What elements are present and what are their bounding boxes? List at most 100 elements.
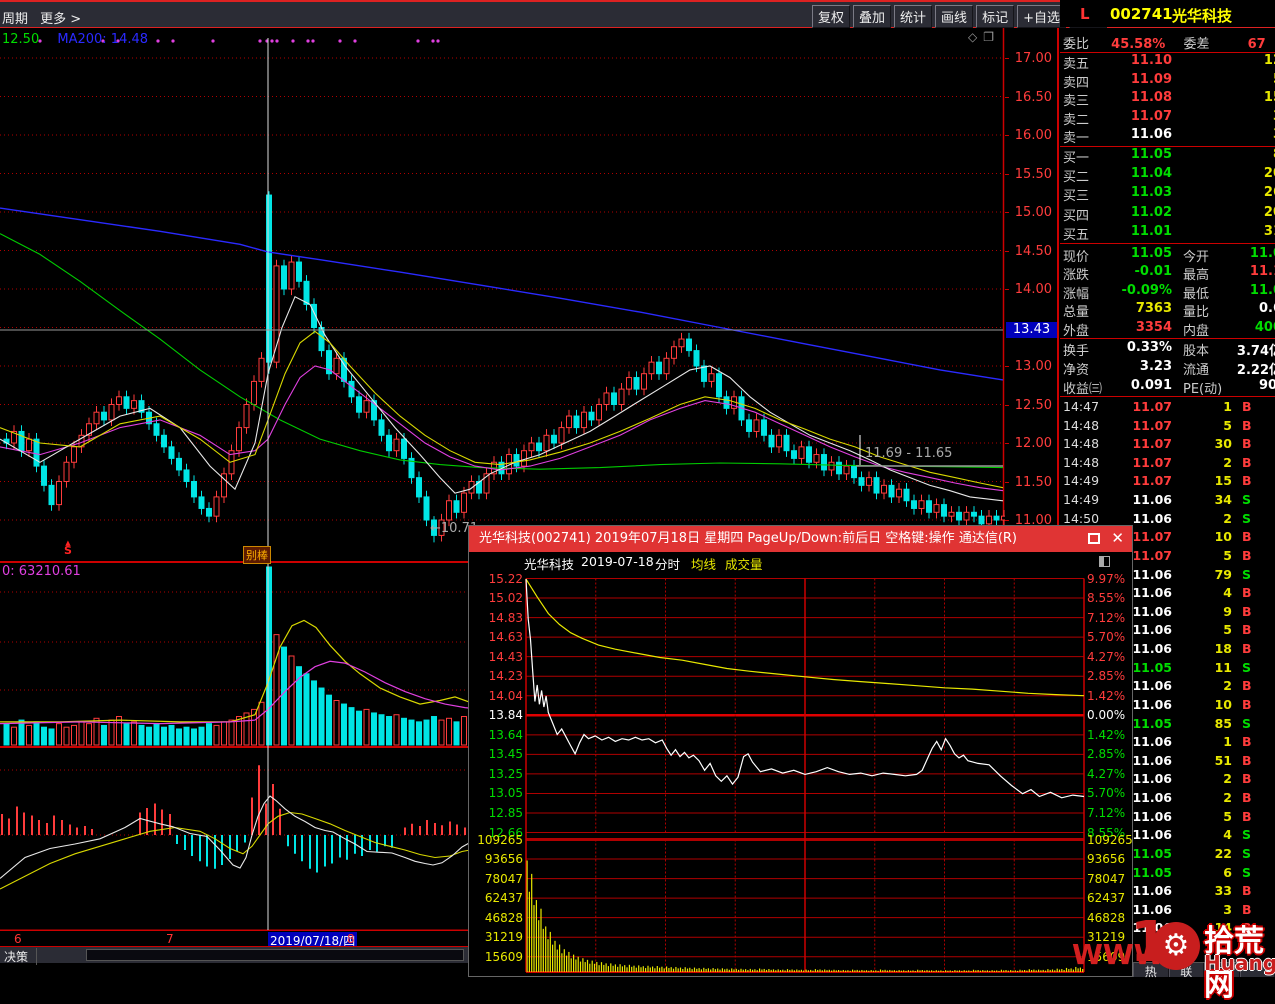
date-label: 8 bbox=[347, 932, 355, 946]
stat-value: 3.23 bbox=[1060, 359, 1172, 374]
price-axis-label: 15.00 bbox=[1005, 205, 1058, 220]
level-volume: 5 bbox=[1190, 72, 1275, 87]
tab-juece[interactable]: 决策 bbox=[4, 948, 37, 965]
level-price: 11.05 bbox=[1060, 147, 1172, 162]
maximize-button[interactable] bbox=[1088, 533, 1100, 544]
price-axis-label: 16.50 bbox=[1005, 90, 1058, 105]
range-annotation: 11.69 - 11.65 bbox=[865, 446, 952, 461]
level-price: 11.01 bbox=[1060, 224, 1172, 239]
info-value: 7363 bbox=[1060, 301, 1172, 316]
popup-date: 2019-07-18 bbox=[581, 554, 654, 569]
level-volume: 20 bbox=[1190, 166, 1275, 181]
stat-row: 换手0.33%股本3.74亿 bbox=[1060, 340, 1275, 358]
cursor-price-label: 13.43 bbox=[1006, 322, 1057, 338]
menu-period[interactable]: 周期 bbox=[2, 12, 28, 27]
popup-price-label: 14.63 bbox=[475, 630, 523, 644]
popup-volume-label: 62437 bbox=[1087, 891, 1125, 905]
popup-percent-label: 1.42% bbox=[1087, 689, 1125, 703]
axis-tick bbox=[1005, 174, 1009, 175]
button-tongji[interactable]: 统计 bbox=[894, 5, 932, 28]
axis-tick bbox=[1005, 482, 1009, 483]
level-volume: 31 bbox=[1190, 224, 1275, 239]
axis-tick bbox=[1005, 366, 1009, 367]
menu-more[interactable]: 更多 > bbox=[40, 12, 81, 27]
button-huaxian[interactable]: 画线 bbox=[935, 5, 973, 28]
tick-side: B bbox=[1242, 399, 1252, 414]
panel-layout-icon[interactable] bbox=[1099, 556, 1110, 567]
popup-price-label: 12.85 bbox=[475, 806, 523, 820]
info-value: -0.01 bbox=[1060, 264, 1172, 279]
weibi-row: 委比 45.58% 委差 67 bbox=[1063, 33, 1266, 52]
volume-value-label: 0: 63210.61 bbox=[2, 564, 81, 579]
level-volume: 26 bbox=[1190, 185, 1275, 200]
popup-title: 光华科技(002741) 2019年07月18日 星期四 PageUp/Down… bbox=[479, 531, 1017, 546]
info-row: 外盘3354内盘400 bbox=[1060, 320, 1275, 338]
tick-side: B bbox=[1242, 436, 1252, 451]
level-volume: 3 bbox=[1190, 127, 1275, 142]
popup-type: 分时 bbox=[655, 554, 680, 573]
date-label: 7 bbox=[166, 932, 174, 946]
intraday-popup-window[interactable]: 光华科技(002741) 2019年07月18日 星期四 PageUp/Down… bbox=[468, 525, 1133, 977]
bottom-tab-link[interactable]: 联 bbox=[1169, 963, 1205, 977]
tick-side: S bbox=[1242, 511, 1251, 526]
stock-header: L 002741 光华科技 bbox=[1060, 0, 1275, 27]
tick-side: B bbox=[1242, 641, 1252, 656]
price-axis-label: 14.00 bbox=[1005, 282, 1058, 297]
popup-price-label: 13.84 bbox=[475, 708, 523, 722]
tick-side: B bbox=[1242, 455, 1252, 470]
separator bbox=[1060, 243, 1275, 244]
ma-label-ma200: MA200: 14.48 bbox=[57, 32, 148, 47]
info-value: 11.05 bbox=[1060, 246, 1172, 261]
tick-side: B bbox=[1242, 753, 1252, 768]
button-fuquan[interactable]: 复权 bbox=[812, 5, 850, 28]
stock-name: 光华科技 bbox=[1172, 5, 1232, 26]
level-price: 11.02 bbox=[1060, 205, 1172, 220]
popup-percent-label: 2.85% bbox=[1087, 747, 1125, 761]
info-value: 11.0 bbox=[1190, 283, 1275, 298]
close-icon[interactable]: ✕ bbox=[1111, 529, 1124, 547]
bottom-tab-hot[interactable]: 热 bbox=[1133, 963, 1169, 977]
date-label: 6 bbox=[14, 932, 22, 946]
split-window-icon[interactable]: ❐ bbox=[983, 30, 1000, 44]
popup-percent-label: 4.27% bbox=[1087, 767, 1125, 781]
tick-side: B bbox=[1242, 548, 1252, 563]
intraday-chart[interactable] bbox=[469, 572, 1132, 976]
tick-side: B bbox=[1242, 771, 1252, 786]
diamond-icon[interactable]: ◇ bbox=[968, 30, 983, 44]
tick-volume: 2 bbox=[1060, 455, 1232, 470]
popup-volume-label: 62437 bbox=[475, 891, 523, 905]
button-zixuan[interactable]: +自选 bbox=[1017, 5, 1066, 28]
stock-flag: L bbox=[1080, 5, 1090, 23]
bottom-tab-partial[interactable] bbox=[1240, 963, 1275, 977]
popup-title-bar[interactable]: 光华科技(002741) 2019年07月18日 星期四 PageUp/Down… bbox=[469, 526, 1132, 552]
tick-side: B bbox=[1242, 622, 1252, 637]
popup-percent-label: 7.12% bbox=[1087, 806, 1125, 820]
popup-price-label: 13.45 bbox=[475, 747, 523, 761]
button-biaoji[interactable]: 标记 bbox=[976, 5, 1014, 28]
bottom-bar: 决策 bbox=[0, 946, 468, 963]
bottom-tab-value[interactable]: 值 bbox=[1204, 963, 1240, 977]
info-value: 11.1 bbox=[1190, 264, 1275, 279]
tick-side: S bbox=[1242, 567, 1251, 582]
stat-value: 2.22亿 bbox=[1190, 359, 1275, 378]
popup-price-label: 14.04 bbox=[475, 689, 523, 703]
button-diejia[interactable]: 叠加 bbox=[853, 5, 891, 28]
popup-volume-label: 109265 bbox=[475, 833, 523, 847]
command-input[interactable] bbox=[86, 949, 464, 961]
